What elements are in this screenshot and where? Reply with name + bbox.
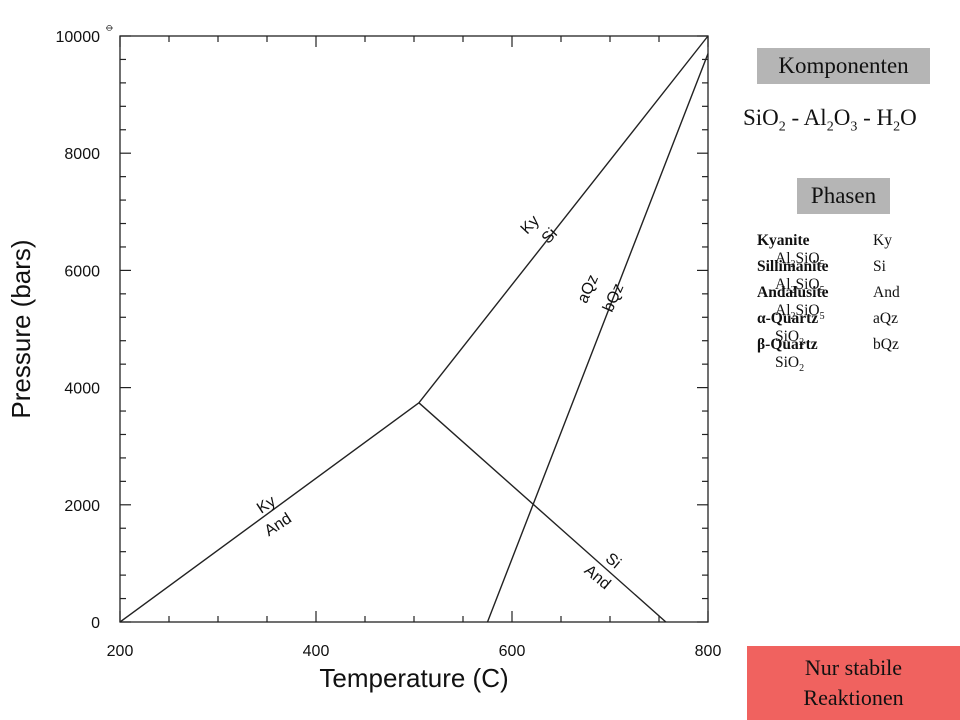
phase-abbreviation: aQz xyxy=(873,310,898,327)
formula-subscript: 5 xyxy=(819,259,825,271)
phase-abbreviation: Si xyxy=(873,258,886,275)
phases-heading: Phasen xyxy=(797,178,890,215)
phase-name: β-Quartz xyxy=(757,336,818,353)
phase-row: α-Quartz aQz SiO2 xyxy=(757,310,937,348)
formula-part: Al xyxy=(775,276,791,293)
reaction-line-3 xyxy=(418,402,667,623)
x-tick-label: 200 xyxy=(107,643,134,660)
line-annotation: Ky xyxy=(254,493,279,517)
y-tick-label: 4000 xyxy=(64,381,100,398)
phase-name: Sillimanite xyxy=(757,258,829,275)
formula-part: - H xyxy=(857,105,894,130)
formula-subscript: 3 xyxy=(850,119,858,135)
formula-subscript: 2 xyxy=(893,119,901,135)
x-axis-label: Temperature (C) xyxy=(319,663,508,693)
components-heading: Komponenten xyxy=(757,48,930,85)
x-tick-label: 800 xyxy=(695,643,722,660)
note-line-1: Nur stabile xyxy=(804,655,903,681)
line-annotation: Si xyxy=(539,225,561,247)
note-line-2: Reaktionen xyxy=(803,685,904,710)
x-tick-label: 400 xyxy=(303,643,330,660)
corner-mark: ⌽ xyxy=(102,24,117,32)
y-axis-label: Pressure (bars) xyxy=(6,239,36,418)
phase-row: Sillimanite Si Al2SiO5 xyxy=(757,258,937,296)
formula-subscript: 2 xyxy=(790,285,796,297)
line-annotation: aQz xyxy=(575,272,602,306)
reaction-line-2 xyxy=(418,35,709,404)
formula-part: SiO xyxy=(795,302,820,319)
formula-subscript: 5 xyxy=(819,285,825,297)
y-tick-label: 0 xyxy=(91,615,100,632)
formula-part: - Al xyxy=(785,105,827,130)
phase-row: β-Quartz bQz SiO2 xyxy=(757,336,937,374)
reaction-line-4 xyxy=(486,53,709,623)
y-tick-label: 6000 xyxy=(64,263,100,280)
phase-abbreviation: Ky xyxy=(873,232,892,249)
formula-part: O xyxy=(900,105,917,130)
formula-subscript: 2 xyxy=(790,259,796,271)
reaction-line-1 xyxy=(119,402,420,623)
phase-name: α-Quartz xyxy=(757,310,819,327)
formula-subscript: 2 xyxy=(799,363,805,375)
phase-formula: Al2SiO5 xyxy=(775,276,825,299)
phase-formula: SiO2 xyxy=(775,328,804,351)
phase-abbreviation: bQz xyxy=(873,336,899,353)
plot-frame xyxy=(119,35,709,623)
phases-list: Kyanite Ky Al2SiO5 Sillimanite Si Al2SiO5 Anda… xyxy=(757,232,937,374)
formula-subscript: 2 xyxy=(778,119,786,135)
phase-formula: Al2SiO5 xyxy=(775,302,825,325)
formula-part: Al xyxy=(775,302,791,319)
phase-name: Andalusite xyxy=(757,284,829,301)
formula-part: O xyxy=(833,105,851,130)
phase-row: Kyanite Ky Al2SiO5 xyxy=(757,232,937,270)
formula-part: SiO xyxy=(743,105,779,130)
components-formula: SiO2 - Al2O3 - H2O xyxy=(743,105,917,136)
stable-reactions-note: Nur stabile Reaktionen xyxy=(747,646,960,720)
phase-abbreviation: And xyxy=(873,284,900,301)
formula-part: SiO xyxy=(795,276,820,293)
line-annotation: bQz xyxy=(600,281,627,315)
formula-part: SiO xyxy=(775,354,800,371)
y-tick-label: 10000 xyxy=(56,29,101,46)
formula-part: Al xyxy=(775,250,791,267)
formula-subscript: 2 xyxy=(826,119,834,135)
phase-row: Andalusite And Al2SiO5 xyxy=(757,284,937,322)
formula-part: SiO xyxy=(775,328,800,345)
y-tick-label: 8000 xyxy=(64,146,100,163)
y-tick-label: 2000 xyxy=(64,498,100,515)
x-tick-label: 600 xyxy=(499,643,526,660)
formula-part: SiO xyxy=(795,250,820,267)
phase-formula: Al2SiO5 xyxy=(775,250,825,273)
phase-name: Kyanite xyxy=(757,232,810,249)
phase-formula: SiO2 xyxy=(775,354,804,377)
formula-subscript: 2 xyxy=(799,337,805,349)
formula-subscript: 2 xyxy=(790,311,796,323)
formula-subscript: 5 xyxy=(819,311,825,323)
